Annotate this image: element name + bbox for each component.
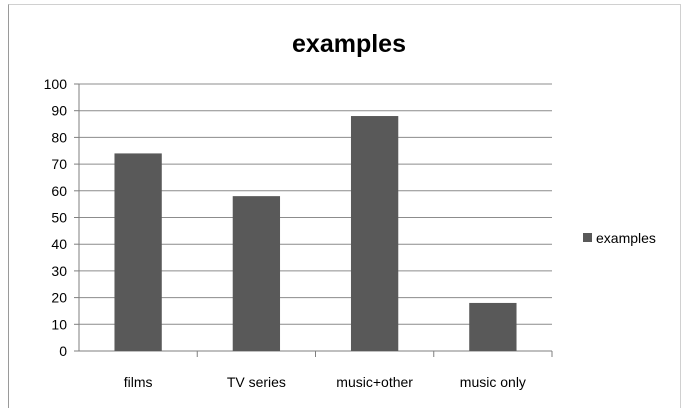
y-tick-label: 60 [51,183,67,199]
bar-music-other [350,116,399,351]
bar-music-only [469,302,517,351]
y-tick-label: 20 [51,290,67,306]
x-category-label: TV series [227,374,286,390]
legend-label: examples [596,230,656,246]
legend: examples [583,230,656,246]
x-category-label: films [124,374,153,390]
chart-title: examples [292,30,406,58]
y-tick-label: 90 [51,103,67,119]
bars [114,116,517,351]
x-category-label: music only [460,374,526,390]
legend-swatch [583,233,592,242]
axis-labels: 0 10 20 30 40 50 60 70 80 90 100 films TV series musi… [44,76,526,390]
y-tick-label: 100 [44,76,68,92]
y-tick-label: 80 [51,129,67,145]
y-tick-label: 70 [51,156,67,172]
y-tick-label: 0 [59,343,67,359]
x-category-label: music+other [336,374,413,390]
y-tick-label: 30 [51,263,67,279]
bar-films [114,153,162,351]
y-tick-label: 10 [51,316,67,332]
bar-tv-series [232,196,281,351]
y-tick-label: 40 [51,236,67,252]
y-tick-label: 50 [51,210,67,226]
